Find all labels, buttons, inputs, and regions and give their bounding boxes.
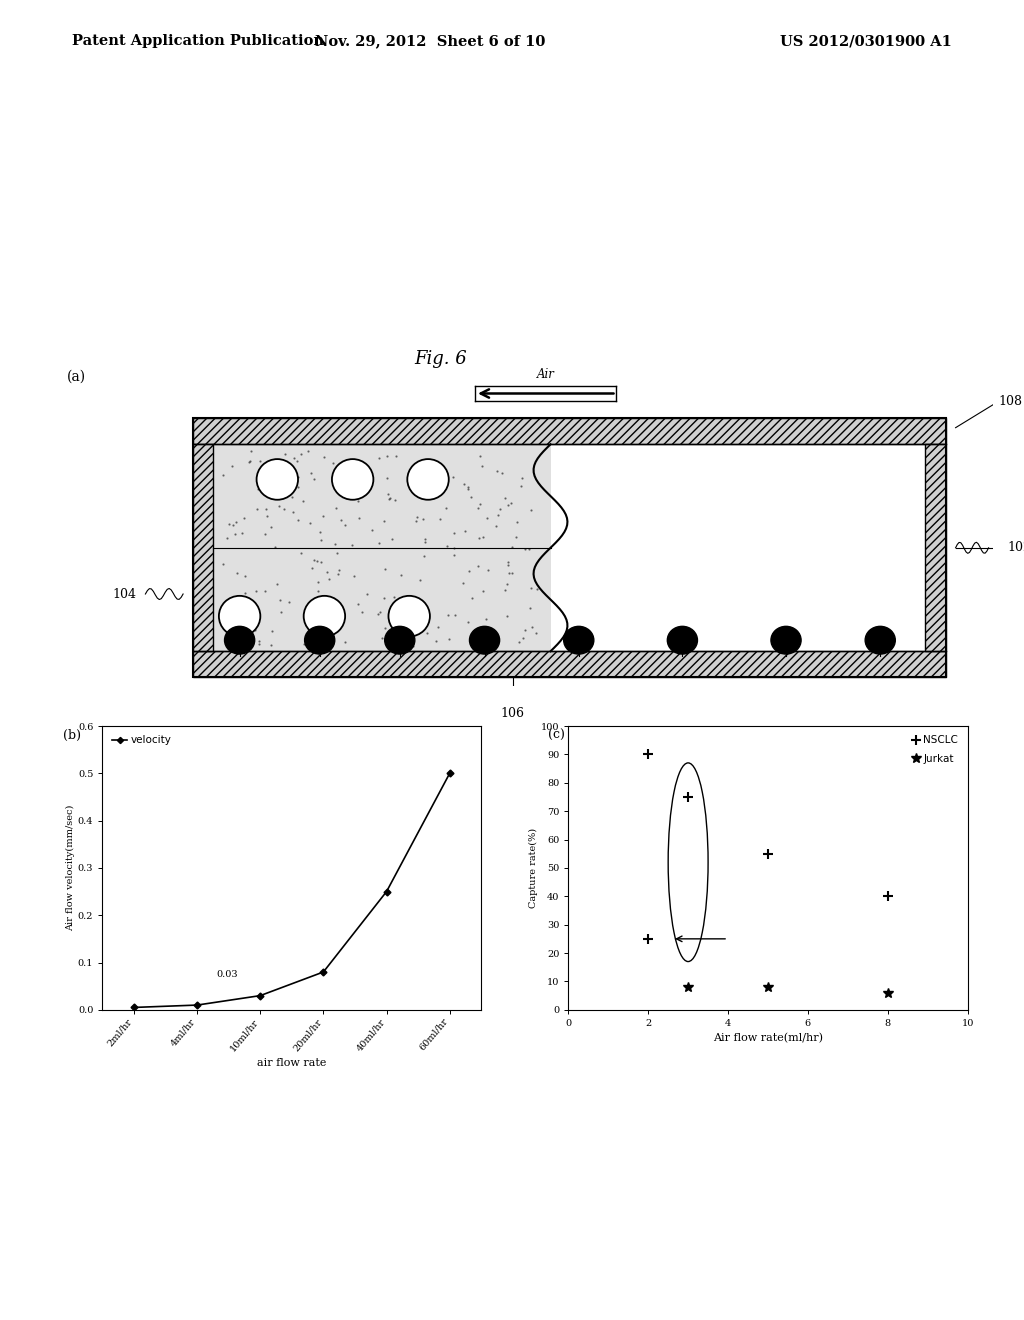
Line: Jurkat: Jurkat <box>683 982 893 998</box>
Ellipse shape <box>668 626 697 653</box>
Bar <box>193 418 946 677</box>
Line: velocity: velocity <box>131 771 453 1010</box>
Bar <box>193 651 946 677</box>
Y-axis label: Air flow velocity(mm/sec): Air flow velocity(mm/sec) <box>66 805 75 931</box>
Ellipse shape <box>304 626 335 653</box>
Bar <box>213 445 551 651</box>
Line: NSCLC: NSCLC <box>643 750 893 902</box>
Ellipse shape <box>563 626 594 653</box>
Text: US 2012/0301900 A1: US 2012/0301900 A1 <box>780 34 952 49</box>
Ellipse shape <box>385 626 415 653</box>
Text: 0.03: 0.03 <box>216 970 238 978</box>
NSCLC <box>642 747 654 763</box>
Circle shape <box>408 459 449 500</box>
Jurkat <box>682 979 694 995</box>
Circle shape <box>388 595 430 636</box>
Bar <box>926 445 946 651</box>
Text: 102: 102 <box>1008 541 1024 554</box>
Text: 104: 104 <box>112 587 136 601</box>
Ellipse shape <box>865 626 895 653</box>
Legend: velocity: velocity <box>108 731 175 750</box>
Circle shape <box>257 459 298 500</box>
Text: (a): (a) <box>67 370 86 384</box>
NSCLC <box>882 888 894 904</box>
Bar <box>193 445 213 651</box>
Circle shape <box>304 595 345 636</box>
velocity <box>443 766 456 781</box>
Text: Fig. 6: Fig. 6 <box>414 350 467 368</box>
velocity <box>128 999 140 1015</box>
Ellipse shape <box>469 626 500 653</box>
velocity <box>317 964 330 979</box>
Text: Air: Air <box>537 368 555 381</box>
Legend: NSCLC, Jurkat: NSCLC, Jurkat <box>908 731 963 768</box>
Text: Patent Application Publication: Patent Application Publication <box>72 34 324 49</box>
Text: 108: 108 <box>998 395 1022 408</box>
NSCLC <box>762 846 774 862</box>
Text: 106: 106 <box>501 706 525 719</box>
Ellipse shape <box>224 626 255 653</box>
Jurkat <box>882 985 894 1001</box>
X-axis label: Air flow rate(ml/hr): Air flow rate(ml/hr) <box>713 1034 823 1044</box>
velocity <box>254 987 266 1003</box>
X-axis label: air flow rate: air flow rate <box>257 1059 327 1068</box>
velocity <box>380 883 392 899</box>
Bar <box>193 418 946 445</box>
Y-axis label: Capture rate(%): Capture rate(%) <box>528 828 538 908</box>
Text: (c): (c) <box>548 729 564 742</box>
Circle shape <box>219 595 260 636</box>
Jurkat <box>762 979 774 995</box>
velocity <box>190 997 203 1012</box>
Ellipse shape <box>771 626 801 653</box>
Circle shape <box>332 459 374 500</box>
Text: (b): (b) <box>63 729 82 742</box>
Text: Nov. 29, 2012  Sheet 6 of 10: Nov. 29, 2012 Sheet 6 of 10 <box>315 34 545 49</box>
NSCLC <box>682 789 694 805</box>
